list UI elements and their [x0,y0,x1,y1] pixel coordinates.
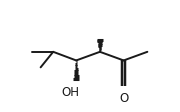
Text: OH: OH [61,86,79,99]
Text: O: O [120,92,129,105]
